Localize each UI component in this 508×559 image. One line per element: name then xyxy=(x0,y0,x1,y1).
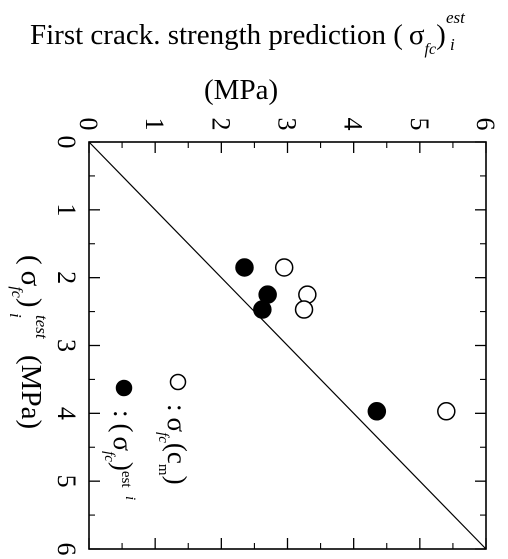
legend-filled-sub-i: i xyxy=(122,496,138,500)
x-tick-label: 3 xyxy=(52,339,81,352)
xlabel-superscript: test xyxy=(32,315,51,340)
x-tick-label: 0 xyxy=(52,136,81,149)
filled-data-point xyxy=(367,402,387,421)
title-superscript: est xyxy=(446,8,466,27)
xlabel-sub-i: i xyxy=(6,313,25,318)
svg-text::σfc(cm): : σfc(cm) xyxy=(155,404,192,485)
title-sub-i: i xyxy=(450,35,455,54)
y-tick-label: 6 xyxy=(471,118,500,131)
plot-area: 0 1 2 3 4 5 6 0 1 2 3 4 5 6 xyxy=(52,118,500,556)
title-sigma: σ xyxy=(409,19,425,51)
reference-line xyxy=(88,141,487,550)
axis-ticks xyxy=(88,141,487,550)
legend-open-arg: c xyxy=(162,452,192,464)
open-data-point xyxy=(294,300,314,319)
x-tick-label: 1 xyxy=(52,203,81,216)
y-tick-label: 5 xyxy=(405,118,434,131)
filled-data-point xyxy=(235,258,254,277)
svg-text:First crack. strength predicti: First crack. strength prediction (σfc) xyxy=(30,19,446,58)
legend-open-sigma: σ xyxy=(162,418,192,433)
legend-marker-filled xyxy=(115,379,133,397)
svg-text::(σfc)est: : ( σfc)est xyxy=(101,410,138,488)
filled-data-point xyxy=(253,300,272,319)
legend-open-arg-sub: m xyxy=(155,464,171,476)
xlabel-subscript: fc xyxy=(8,286,25,298)
legend-filled-sup: est xyxy=(118,471,134,488)
xlabel-units: (MPa) xyxy=(15,355,47,429)
x-tick-label: 5 xyxy=(52,475,81,488)
x-axis-label: ( σfc) test i (MPa) xyxy=(6,255,51,429)
y-tick-label: 4 xyxy=(339,118,368,131)
title-text: First crack. strength prediction ( xyxy=(30,19,403,51)
x-tick-label: 4 xyxy=(52,407,81,420)
title-units: (MPa) xyxy=(204,74,278,106)
y-tick-label: 3 xyxy=(273,118,302,131)
x-tick-label: 6 xyxy=(52,543,81,556)
legend-entry-filled: : ( σfc)est i xyxy=(101,379,138,500)
legend-open-close: ) xyxy=(162,476,192,485)
y-tick-label: 1 xyxy=(140,118,169,131)
legend-open-sep: : xyxy=(162,404,192,412)
legend-entry-open: : σfc(cm) xyxy=(155,373,192,485)
open-data-point xyxy=(437,402,456,421)
svg-text:(σfc): ( σfc) xyxy=(8,255,47,308)
legend-filled-close: ) xyxy=(108,462,138,471)
open-data-point xyxy=(274,258,294,277)
legend: :σfc(cm) :(σfc)est i xyxy=(101,373,192,500)
xlabel-open: ( xyxy=(15,255,47,265)
x-tick-label: 2 xyxy=(52,271,81,284)
legend-filled-sigma: σ xyxy=(108,437,138,452)
legend-marker-open xyxy=(169,373,187,391)
xlabel-close: ) xyxy=(15,298,47,308)
legend-open-paren: ( xyxy=(162,443,192,452)
legend-filled-sep: : xyxy=(108,410,138,418)
legend-open-sub: fc xyxy=(155,432,171,443)
y-tick-label: 2 xyxy=(206,118,235,131)
chart-title: First crack. strength prediction (σfc) e… xyxy=(30,8,466,106)
title-subscript: fc xyxy=(425,41,437,58)
data-points xyxy=(235,258,456,421)
legend-filled-sub: fc xyxy=(101,451,117,462)
y-tick-label: 0 xyxy=(74,118,103,131)
y-tick-labels: 0 1 2 3 4 5 6 xyxy=(74,118,500,131)
xlabel-sigma: σ xyxy=(15,271,47,287)
open-data-point xyxy=(298,285,317,304)
x-tick-labels: 0 1 2 3 4 5 6 xyxy=(52,136,81,556)
legend-filled-paren: ( xyxy=(108,424,138,433)
